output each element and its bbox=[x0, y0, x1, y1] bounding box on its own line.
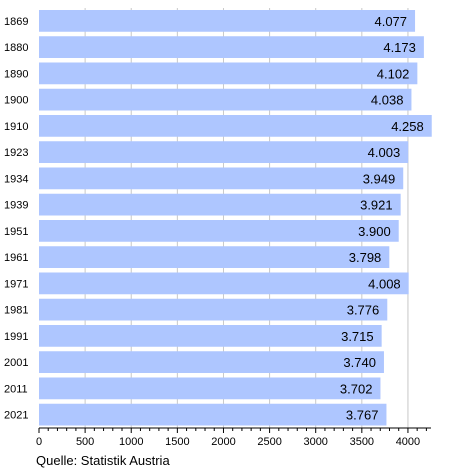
x-tick-label: 1000 bbox=[119, 436, 143, 448]
bar bbox=[39, 220, 399, 242]
bar bbox=[39, 298, 388, 321]
bar bbox=[39, 62, 418, 85]
category-label: 1910 bbox=[4, 121, 28, 133]
bar bbox=[39, 246, 390, 268]
category-label: 1991 bbox=[4, 331, 28, 343]
value-labels: 4.077 4.173 4.102 4.038 4.258 4.003 3.949 3.921… bbox=[340, 14, 424, 423]
bar bbox=[39, 167, 404, 190]
category-label: 1951 bbox=[4, 226, 28, 238]
category-label: 1981 bbox=[4, 305, 28, 317]
bar bbox=[39, 36, 424, 58]
value-label: 4.102 bbox=[377, 66, 410, 81]
value-label: 3.776 bbox=[347, 303, 380, 318]
category-label: 2011 bbox=[4, 383, 28, 395]
value-label: 4.038 bbox=[371, 93, 404, 108]
category-label: 2021 bbox=[4, 410, 28, 422]
value-label: 3.921 bbox=[360, 198, 393, 213]
category-label: 1890 bbox=[4, 68, 28, 80]
x-axis: 0 500 1000 1500 2000 2500 3000 3500 4000 bbox=[36, 427, 431, 448]
category-label: 1923 bbox=[4, 147, 28, 159]
x-tick-label: 1500 bbox=[165, 436, 189, 448]
value-label: 3.702 bbox=[340, 381, 373, 396]
x-tick-label: 2500 bbox=[257, 436, 281, 448]
bar bbox=[39, 10, 416, 32]
bars bbox=[39, 10, 432, 426]
category-label: 1934 bbox=[4, 173, 28, 185]
category-label: 1900 bbox=[4, 95, 28, 107]
x-tick-label: 2000 bbox=[211, 436, 235, 448]
value-label: 3.767 bbox=[346, 408, 379, 423]
bar bbox=[39, 88, 412, 111]
bar bbox=[39, 141, 409, 163]
bar bbox=[39, 351, 384, 373]
category-label: 1869 bbox=[4, 16, 28, 28]
source-note: Quelle: Statistik Austria bbox=[36, 453, 170, 468]
value-label: 4.258 bbox=[391, 119, 424, 134]
value-label: 4.008 bbox=[368, 276, 401, 291]
x-tick-label: 0 bbox=[36, 436, 42, 448]
x-tick-label: 500 bbox=[76, 436, 94, 448]
x-tick-label: 3500 bbox=[350, 436, 374, 448]
bar-chart: 1869 1880 1890 1900 1910 1923 1934 1939 1951 1961… bbox=[4, 8, 432, 448]
bar bbox=[39, 403, 387, 426]
bar bbox=[39, 115, 432, 137]
category-label: 1971 bbox=[4, 278, 28, 290]
value-label: 3.740 bbox=[343, 355, 376, 370]
category-label: 1880 bbox=[4, 42, 28, 54]
value-label: 3.900 bbox=[358, 224, 391, 239]
bar bbox=[39, 193, 401, 216]
value-label: 3.949 bbox=[363, 171, 396, 186]
category-labels: 1869 1880 1890 1900 1910 1923 1934 1939 1951 1961… bbox=[4, 16, 28, 422]
category-label: 1961 bbox=[4, 252, 28, 264]
value-label: 3.798 bbox=[349, 250, 382, 265]
category-label: 2001 bbox=[4, 357, 28, 369]
bar bbox=[39, 325, 382, 347]
value-label: 4.077 bbox=[374, 14, 407, 29]
value-label: 4.003 bbox=[368, 145, 401, 160]
value-label: 3.715 bbox=[341, 329, 374, 344]
bar bbox=[39, 272, 409, 295]
value-label: 4.173 bbox=[383, 40, 416, 55]
x-tick-label: 3000 bbox=[303, 436, 327, 448]
bar bbox=[39, 377, 381, 400]
x-tick-label: 4000 bbox=[396, 436, 420, 448]
category-label: 1939 bbox=[4, 200, 28, 212]
